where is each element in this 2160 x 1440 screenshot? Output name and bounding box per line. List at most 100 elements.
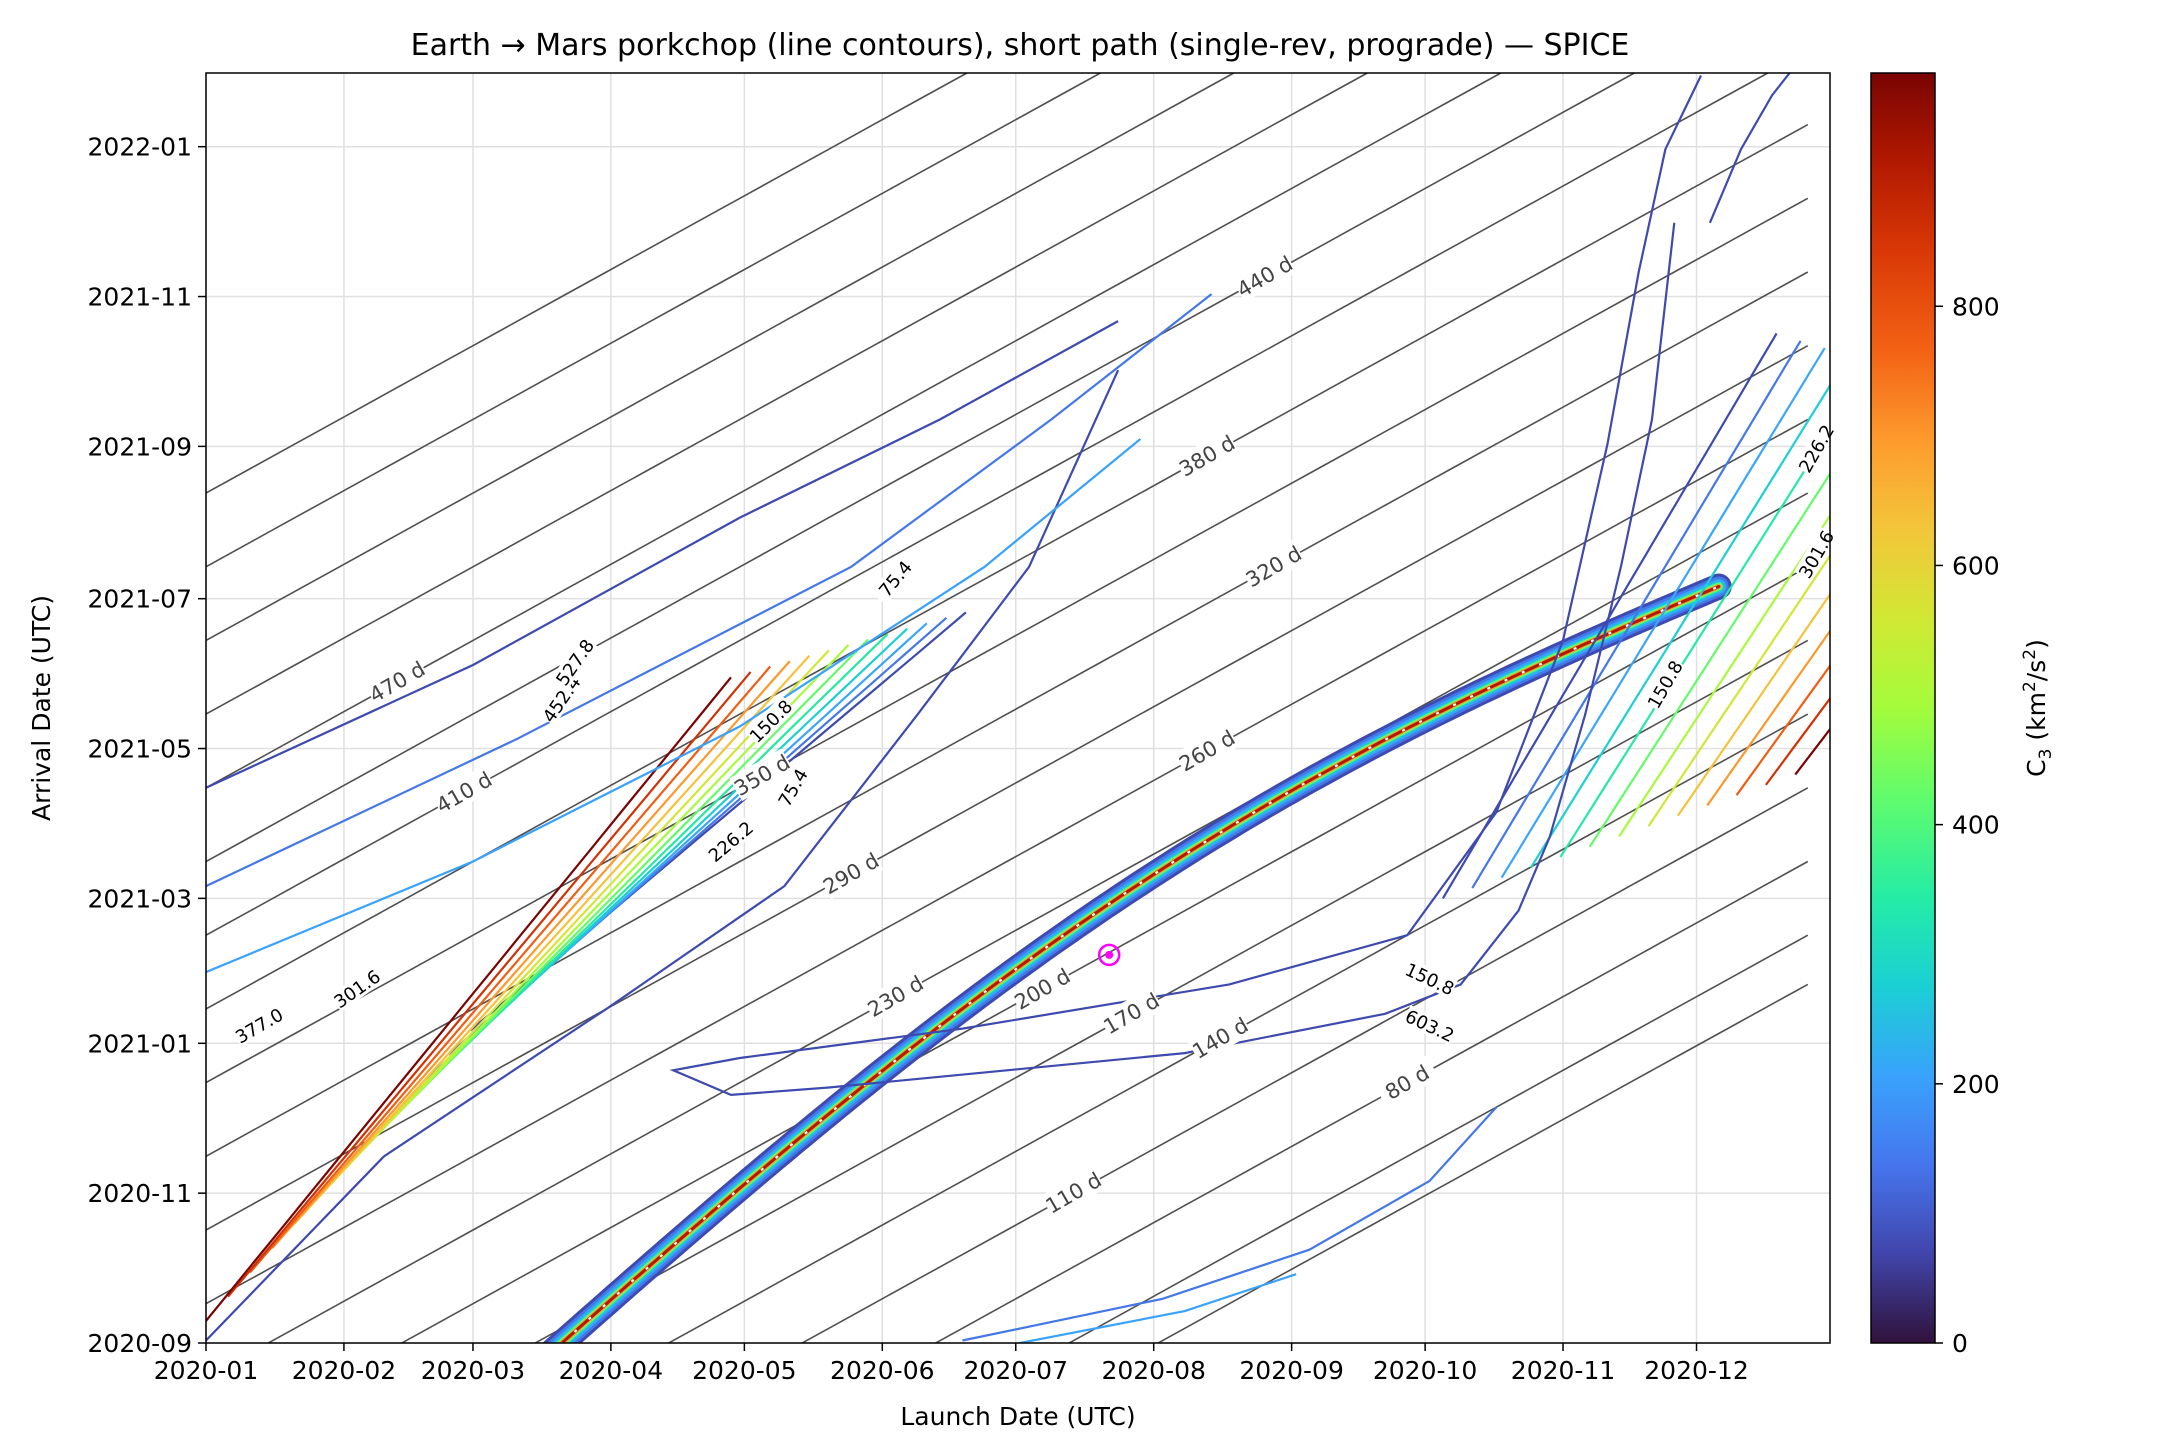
c3-label-bg bbox=[770, 759, 815, 815]
c3-contour bbox=[962, 1106, 1498, 1342]
x-tick-label: 2020-07 bbox=[964, 1356, 1068, 1385]
marker-dot bbox=[1105, 950, 1114, 959]
x-tick-label: 2020-11 bbox=[1511, 1356, 1615, 1385]
c3-label-bg bbox=[870, 552, 920, 605]
tof-label-bg bbox=[431, 765, 497, 819]
c3-label-bg bbox=[1402, 958, 1458, 999]
c3-contour bbox=[1471, 340, 1802, 889]
y-tick-label: 2022-01 bbox=[88, 133, 192, 162]
c3-label-bg bbox=[329, 965, 384, 1012]
c3-label-bg bbox=[1794, 526, 1838, 582]
c3-contour bbox=[271, 660, 791, 1250]
tof-line bbox=[206, 418, 1809, 1305]
c3-contour bbox=[1530, 383, 1830, 868]
tof-label-bg bbox=[1174, 723, 1240, 777]
colorbar-tick-label: 600 bbox=[1952, 551, 2000, 580]
c3-label-bg bbox=[1402, 1005, 1458, 1046]
x-tick-label: 2020-04 bbox=[559, 1356, 663, 1385]
y-tick-label: 2021-03 bbox=[88, 884, 192, 913]
x-tick-label: 2020-06 bbox=[830, 1356, 934, 1385]
ridge-core bbox=[560, 585, 1720, 1343]
c3-label-bg bbox=[1794, 420, 1838, 476]
tof-label-bg bbox=[1098, 986, 1164, 1040]
tof-label-bg bbox=[1040, 1166, 1106, 1219]
tof-label-bg bbox=[1240, 539, 1306, 593]
y-tick-label: 2020-11 bbox=[88, 1179, 192, 1208]
colorbar-tick-label: 800 bbox=[1952, 292, 2000, 321]
y-tick-label: 2021-01 bbox=[88, 1029, 192, 1058]
c3-contour bbox=[206, 369, 1120, 1342]
c3-contour bbox=[1708, 73, 1792, 224]
tof-line bbox=[206, 271, 1809, 1158]
c3-contour bbox=[1500, 347, 1826, 879]
tof-line bbox=[266, 492, 1809, 1343]
x-tick-label: 2020-09 bbox=[1239, 1356, 1343, 1385]
c3-label-bg bbox=[551, 634, 598, 690]
y-axis-ticks: 2020-09 2020-11 2021-01 2021-03 2021-05 2021-… bbox=[88, 133, 206, 1358]
tof-line bbox=[400, 566, 1809, 1343]
x-axis-ticks: 2020-01 2020-02 2020-03 2020-04 2020-05 2020-… bbox=[154, 1343, 1749, 1385]
c3-label-bg bbox=[744, 695, 796, 747]
colorbar-label: C3 (km2/s2) bbox=[2020, 639, 2056, 777]
colorbar: 0 200 400 600 800 C3 (km2/s2) bbox=[1870, 72, 2056, 1358]
tof-label-bg bbox=[729, 748, 795, 801]
tof-line bbox=[206, 73, 1103, 568]
tof-line bbox=[533, 639, 1809, 1343]
c3-contour bbox=[249, 665, 772, 1274]
y-tick-label: 2021-05 bbox=[88, 735, 192, 764]
tof-label-bg bbox=[1009, 962, 1075, 1015]
c3-label-bg bbox=[1642, 656, 1687, 712]
c3-label-bg bbox=[704, 816, 757, 866]
x-tick-label: 2020-12 bbox=[1644, 1356, 1748, 1385]
tof-line bbox=[206, 73, 1236, 642]
c3-contour bbox=[1618, 513, 1830, 838]
c3-contour bbox=[1765, 696, 1830, 786]
c3-contour bbox=[293, 654, 811, 1225]
c3-label-bg bbox=[537, 671, 585, 726]
tof-line bbox=[206, 73, 1503, 789]
c3-contour bbox=[315, 649, 830, 1201]
c3-contour bbox=[1676, 592, 1830, 817]
colorbar-tick-label: 0 bbox=[1952, 1329, 1968, 1358]
marker-ring bbox=[1097, 943, 1121, 967]
tof-line bbox=[206, 73, 969, 494]
tof-label-bg bbox=[364, 655, 430, 708]
x-tick-label: 2020-08 bbox=[1101, 1356, 1205, 1385]
x-tick-label: 2020-03 bbox=[421, 1356, 525, 1385]
c3-contour bbox=[206, 438, 1142, 974]
tof-label-bg bbox=[1187, 1011, 1253, 1064]
tof-label-bg bbox=[1374, 1055, 1440, 1108]
colorbar-gradient bbox=[1870, 72, 1936, 1344]
y-axis-label: Arrival Date (UTC) bbox=[27, 595, 56, 821]
c3-contour bbox=[669, 75, 1702, 1097]
x-tick-label: 2020-01 bbox=[154, 1356, 258, 1385]
contour-layer bbox=[206, 73, 1830, 1343]
y-tick-label: 2021-11 bbox=[88, 283, 192, 312]
x-tick-label: 2020-05 bbox=[692, 1356, 796, 1385]
tof-label-bg bbox=[818, 846, 884, 900]
c3-contour bbox=[206, 320, 1119, 789]
tof-line bbox=[800, 787, 1809, 1343]
y-tick-label: 2021-09 bbox=[88, 432, 192, 461]
c3-contour bbox=[206, 676, 732, 1322]
c3-contour bbox=[206, 293, 1213, 888]
c3-contour bbox=[1735, 664, 1830, 796]
tof-line bbox=[1067, 934, 1809, 1343]
chart-title: Earth → Mars porkchop (line contours), s… bbox=[411, 28, 1630, 63]
tof-line bbox=[206, 73, 1636, 863]
y-tick-label: 2021-07 bbox=[88, 585, 192, 614]
c3-contour bbox=[227, 671, 752, 1298]
x-tick-label: 2020-02 bbox=[292, 1356, 396, 1385]
c3-label-bg bbox=[231, 1003, 287, 1047]
x-tick-label: 2020-10 bbox=[1373, 1356, 1477, 1385]
colorbar-tick-label: 400 bbox=[1952, 811, 2000, 840]
c3-contour bbox=[1014, 1273, 1297, 1343]
tof-line bbox=[206, 344, 1809, 1231]
tof-label-bg bbox=[1231, 249, 1297, 303]
tof-line bbox=[1156, 983, 1809, 1343]
tof-label-bg bbox=[862, 969, 928, 1022]
colorbar-ticks: 0 200 400 600 800 bbox=[1935, 292, 2000, 1358]
